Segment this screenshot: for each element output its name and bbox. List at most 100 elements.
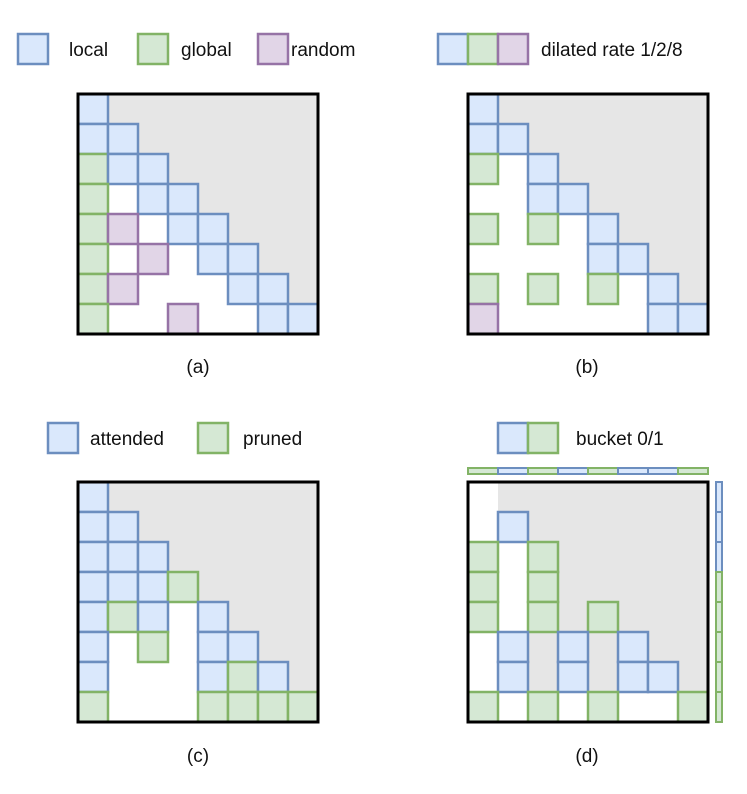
matrix-cell-local bbox=[76, 510, 110, 544]
matrix-cell-local bbox=[76, 540, 110, 574]
legend-label-random: random bbox=[291, 40, 355, 61]
matrix-frame bbox=[466, 480, 710, 724]
matrix-cell-local bbox=[616, 630, 650, 664]
matrix-frame bbox=[76, 480, 320, 724]
masked-region bbox=[678, 274, 708, 304]
matrix-cell-global bbox=[586, 272, 620, 306]
matrix-cell-local bbox=[196, 242, 230, 276]
bucket-strip-top-global bbox=[467, 467, 499, 475]
matrix-cell-global bbox=[586, 690, 620, 724]
matrix-cell-global bbox=[256, 690, 290, 724]
matrix-cell-local bbox=[76, 92, 110, 126]
matrix-cell-local bbox=[286, 302, 320, 336]
masked-region bbox=[108, 94, 318, 124]
masked-region bbox=[558, 572, 708, 602]
matrix-cell-local bbox=[496, 510, 530, 544]
matrix-cell-local bbox=[646, 302, 680, 336]
legend-swatch-bucket-1 bbox=[526, 421, 560, 455]
matrix-cell-global bbox=[466, 690, 500, 724]
matrix-cell-local bbox=[556, 182, 590, 216]
panel-c-pruned-pattern bbox=[76, 480, 320, 724]
masked-region bbox=[288, 274, 318, 304]
masked-region bbox=[168, 154, 318, 184]
masked-region bbox=[498, 512, 708, 542]
panel-d-bucket-pattern bbox=[466, 467, 723, 724]
matrix-cell-local bbox=[676, 302, 710, 336]
legend-swatch-bucket-0 bbox=[496, 421, 530, 455]
matrix-frame bbox=[76, 92, 320, 336]
matrix-cell-local bbox=[196, 212, 230, 246]
bucket-strip-side-global bbox=[715, 661, 723, 693]
matrix-cell-local bbox=[196, 630, 230, 664]
matrix-cell-local bbox=[106, 152, 140, 186]
matrix-cell-global bbox=[76, 242, 110, 276]
matrix-cell-global bbox=[466, 540, 500, 574]
matrix-cell-local bbox=[556, 630, 590, 664]
matrix-cell-global bbox=[166, 570, 200, 604]
matrix-cell-global bbox=[526, 690, 560, 724]
matrix-cell-local bbox=[136, 182, 170, 216]
caption-d: (d) bbox=[575, 746, 598, 767]
matrix-cell-global bbox=[76, 182, 110, 216]
matrix-cell-global bbox=[526, 570, 560, 604]
matrix-cell-global bbox=[76, 212, 110, 246]
matrix-cell-global bbox=[226, 660, 260, 694]
matrix-cell-global bbox=[196, 690, 230, 724]
legend-swatch-global bbox=[136, 32, 170, 66]
matrix-cell-local bbox=[496, 122, 530, 156]
panel-b-dilated-pattern bbox=[466, 92, 710, 336]
masked-region bbox=[258, 244, 318, 274]
legend-label-pruned: pruned bbox=[243, 429, 302, 450]
legend-bottom-left: attended pruned bbox=[46, 421, 302, 455]
matrix-cell-local bbox=[586, 242, 620, 276]
masked-region bbox=[498, 94, 708, 124]
legend-swatch-dilated-8 bbox=[496, 32, 530, 66]
matrix-cell-local bbox=[106, 540, 140, 574]
matrix-cell-random bbox=[106, 212, 140, 246]
matrix-cell-local bbox=[166, 182, 200, 216]
matrix-cell-global bbox=[466, 600, 500, 634]
matrix-cell-local bbox=[646, 272, 680, 306]
bucket-strip-side-global bbox=[715, 691, 723, 723]
bucket-strip-side-global bbox=[715, 601, 723, 633]
masked-region bbox=[648, 244, 708, 274]
bucket-strip-side-global bbox=[715, 571, 723, 603]
matrix-cell-local bbox=[616, 242, 650, 276]
masked-region bbox=[288, 662, 318, 692]
bucket-strip-side-local bbox=[715, 511, 723, 543]
matrix-cell-global bbox=[586, 600, 620, 634]
matrix-cell-local bbox=[646, 660, 680, 694]
matrix-cell-local bbox=[526, 152, 560, 186]
matrix-cell-local bbox=[76, 480, 110, 514]
bucket-strip-top-local bbox=[617, 467, 649, 475]
matrix-cell-local bbox=[76, 570, 110, 604]
matrix-cell-local bbox=[256, 302, 290, 336]
legend-label-attended: attended bbox=[90, 429, 164, 450]
bucket-strip-top-local bbox=[647, 467, 679, 475]
matrix-cell-local bbox=[466, 92, 500, 126]
matrix-cell-global bbox=[676, 690, 710, 724]
bucket-strip-top-global bbox=[677, 467, 709, 475]
matrix-cell-local bbox=[106, 570, 140, 604]
legend-swatch-dilated-1 bbox=[436, 32, 470, 66]
matrix-cell-global bbox=[136, 630, 170, 664]
masked-region bbox=[198, 184, 318, 214]
legend-label-local: local bbox=[69, 40, 108, 61]
matrix-cell-local bbox=[76, 122, 110, 156]
masked-region bbox=[168, 542, 318, 572]
matrix-cell-local bbox=[226, 272, 260, 306]
legend-top-right: dilated rate 1/2/8 bbox=[436, 32, 683, 66]
caption-b: (b) bbox=[575, 357, 598, 378]
matrix-cell-global bbox=[226, 690, 260, 724]
matrix-cell-global bbox=[466, 272, 500, 306]
bucket-strip-side-global bbox=[715, 631, 723, 663]
legend-top-left: local global random bbox=[16, 32, 355, 66]
matrix-cell-local bbox=[136, 540, 170, 574]
legend-swatch-random bbox=[256, 32, 290, 66]
bucket-strip-top-global bbox=[587, 467, 619, 475]
matrix-cell-local bbox=[166, 212, 200, 246]
matrix-cell-global bbox=[76, 272, 110, 306]
bucket-strip-top-local bbox=[497, 467, 529, 475]
matrix-cell-random bbox=[106, 272, 140, 306]
